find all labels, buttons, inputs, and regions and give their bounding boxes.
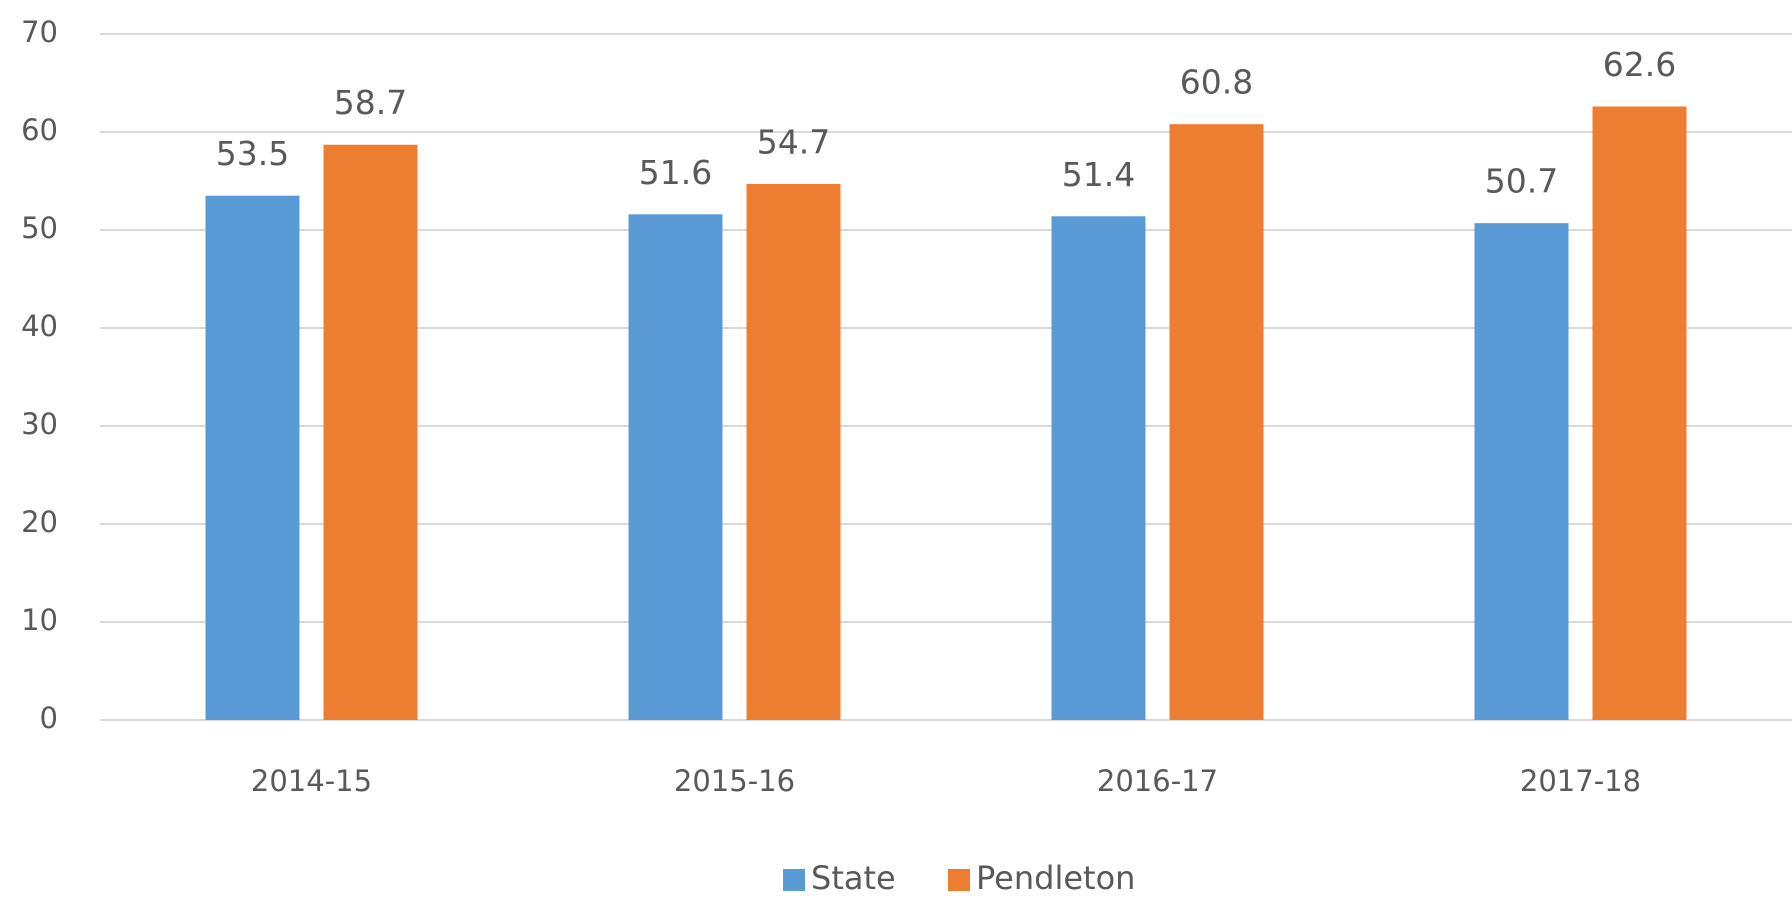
data-label: 50.7 (1485, 162, 1558, 201)
y-tick-label: 30 (21, 407, 58, 441)
bar (1474, 223, 1569, 720)
x-tick-label: 2015-16 (674, 764, 795, 798)
bar (1051, 216, 1146, 720)
y-tick-label: 40 (21, 309, 58, 343)
x-tick-label: 2017-18 (1520, 764, 1641, 798)
legend-swatch (783, 869, 805, 891)
y-tick-label: 20 (21, 505, 58, 539)
bar (746, 183, 841, 720)
data-label: 54.7 (757, 122, 830, 161)
y-tick-label: 70 (21, 15, 58, 49)
data-label: 53.5 (216, 134, 289, 173)
y-tick-label: 0 (40, 701, 58, 735)
x-tick-label: 2014-15 (251, 764, 372, 798)
y-tick-label: 10 (21, 603, 58, 637)
y-tick-label: 60 (21, 113, 58, 147)
bar (628, 214, 723, 720)
legend-label: State (811, 859, 896, 897)
bar (323, 144, 418, 721)
y-tick-label: 50 (21, 211, 58, 245)
legend-swatch (948, 869, 970, 891)
data-label: 62.6 (1603, 45, 1676, 84)
bar (1169, 124, 1264, 720)
data-label: 51.4 (1062, 155, 1135, 194)
data-label: 58.7 (334, 83, 407, 122)
x-tick-label: 2016-17 (1097, 764, 1218, 798)
bar (205, 195, 300, 720)
bar (1592, 106, 1687, 720)
data-label: 51.6 (639, 153, 712, 192)
data-label: 60.8 (1180, 63, 1253, 102)
legend-label: Pendleton (976, 859, 1135, 897)
